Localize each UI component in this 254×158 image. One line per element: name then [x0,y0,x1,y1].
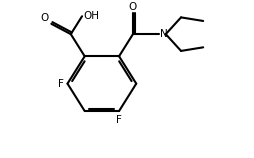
Text: OH: OH [83,11,99,21]
Text: F: F [58,79,64,89]
Text: F: F [116,115,122,125]
Text: N: N [160,29,168,39]
Text: O: O [129,2,137,12]
Text: O: O [40,13,48,23]
